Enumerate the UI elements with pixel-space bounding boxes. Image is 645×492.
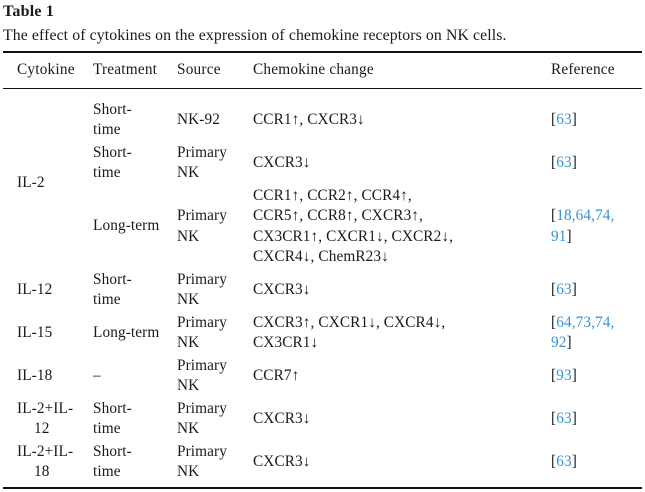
source-cell: Primary NK [177, 399, 227, 438]
table-row: IL-2+IL- 18 Short- time Primary NK CXCR3… [3, 441, 642, 488]
table-row: Long-term Primary NK CCR1↑, CCR2↑, CCR4↑… [3, 185, 642, 269]
column-header-source: Source [177, 52, 253, 89]
chemokine-change-cell: CXCR3↓ [253, 409, 311, 427]
cytokine-cell: IL-2+IL- 12 [17, 399, 74, 438]
reference-cell: [63] [551, 153, 577, 171]
citation-link[interactable]: 91 [551, 227, 567, 245]
cytokine-cell: IL-18 [17, 366, 53, 384]
treatment-cell: Short- time [93, 100, 132, 139]
citation-link[interactable]: 63 [556, 110, 572, 128]
reference-cell: [93] [551, 366, 577, 384]
cytokine-cell: IL-15 [17, 323, 53, 341]
source-cell: Primary NK [177, 356, 227, 395]
chemokine-change-cell: CXCR3↓ [253, 452, 311, 470]
source-cell: Primary NK [177, 143, 227, 182]
reference-cell: [63] [551, 280, 577, 298]
table-row: IL-2 Short- time NK-92 CCR1↑, CXCR3↓ [63… [3, 88, 642, 192]
chemokine-change-cell: CXCR3↓ [253, 153, 311, 171]
source-cell: Primary NK [177, 442, 227, 481]
column-header-chemokine-change: Chemokine change [253, 52, 551, 89]
treatment-cell: Short- time [93, 442, 132, 481]
table-row: IL-12 Short- time Primary NK CXCR3↓ [63] [3, 269, 642, 312]
table-row: IL-2+IL- 12 Short- time Primary NK CXCR3… [3, 398, 642, 441]
citation-link[interactable]: 92 [551, 334, 567, 351]
column-header-reference: Reference [551, 52, 642, 89]
reference-cell: [63] [551, 110, 577, 128]
reference-cell: [63] [551, 409, 577, 427]
treatment-cell: Long-term [93, 323, 160, 341]
header-row: Cytokine Treatment Source Chemokine chan… [3, 52, 642, 89]
source-cell: Primary NK [177, 207, 227, 245]
treatment-cell: Long-term [93, 217, 160, 235]
source-cell: NK-92 [177, 110, 220, 128]
citation-link[interactable]: 63 [556, 452, 572, 470]
chemokine-change-cell: CCR1↑, CXCR3↓ [253, 110, 365, 128]
chemokine-receptor-table: Cytokine Treatment Source Chemokine chan… [3, 51, 642, 489]
citation-link[interactable]: 63 [556, 409, 572, 427]
treatment-cell: – [93, 366, 101, 384]
chemokine-change-cell: CXCR3↑, CXCR1↓, CXCR4↓, CX3CR1↓ [253, 313, 446, 352]
reference-cell: [18,64,74, 91] [551, 207, 615, 245]
reference-cell: [64,73,74, 92] [551, 313, 615, 352]
column-header-treatment: Treatment [93, 52, 177, 89]
cytokine-cell: IL-2 [17, 174, 45, 192]
treatment-cell: Short- time [93, 143, 132, 182]
citation-link[interactable]: 63 [556, 280, 572, 298]
treatment-cell: Short- time [93, 399, 132, 438]
table-caption: The effect of cytokines on the expressio… [3, 27, 507, 44]
chemokine-change-cell: CCR1↑, CCR2↑, CCR4↑, CCR5↑, CCR8↑, CXCR3… [253, 186, 454, 266]
table-label: Table 1 [3, 3, 55, 20]
reference-cell: [63] [551, 452, 577, 470]
treatment-cell: Short- time [93, 270, 132, 309]
table-row: IL-18 – Primary NK CCR7↑ [93] [3, 355, 642, 398]
citation-link[interactable]: 18,64,74, [556, 207, 615, 224]
chemokine-change-cell: CXCR3↓ [253, 280, 311, 298]
cytokine-cell: IL-12 [17, 280, 53, 298]
chemokine-change-cell: CCR7↑ [253, 366, 300, 384]
table-row: IL-15 Long-term Primary NK CXCR3↑, CXCR1… [3, 312, 642, 355]
citation-link[interactable]: 64,73,74, [556, 313, 615, 331]
citation-link[interactable]: 63 [556, 153, 572, 171]
source-cell: Primary NK [177, 270, 227, 309]
source-cell: Primary NK [177, 313, 227, 352]
cytokine-cell: IL-2+IL- 18 [17, 442, 74, 481]
table-row: Short- time Primary NK CXCR3↓ [63] [3, 142, 642, 185]
citation-link[interactable]: 93 [556, 366, 572, 384]
column-header-cytokine: Cytokine [3, 52, 93, 89]
